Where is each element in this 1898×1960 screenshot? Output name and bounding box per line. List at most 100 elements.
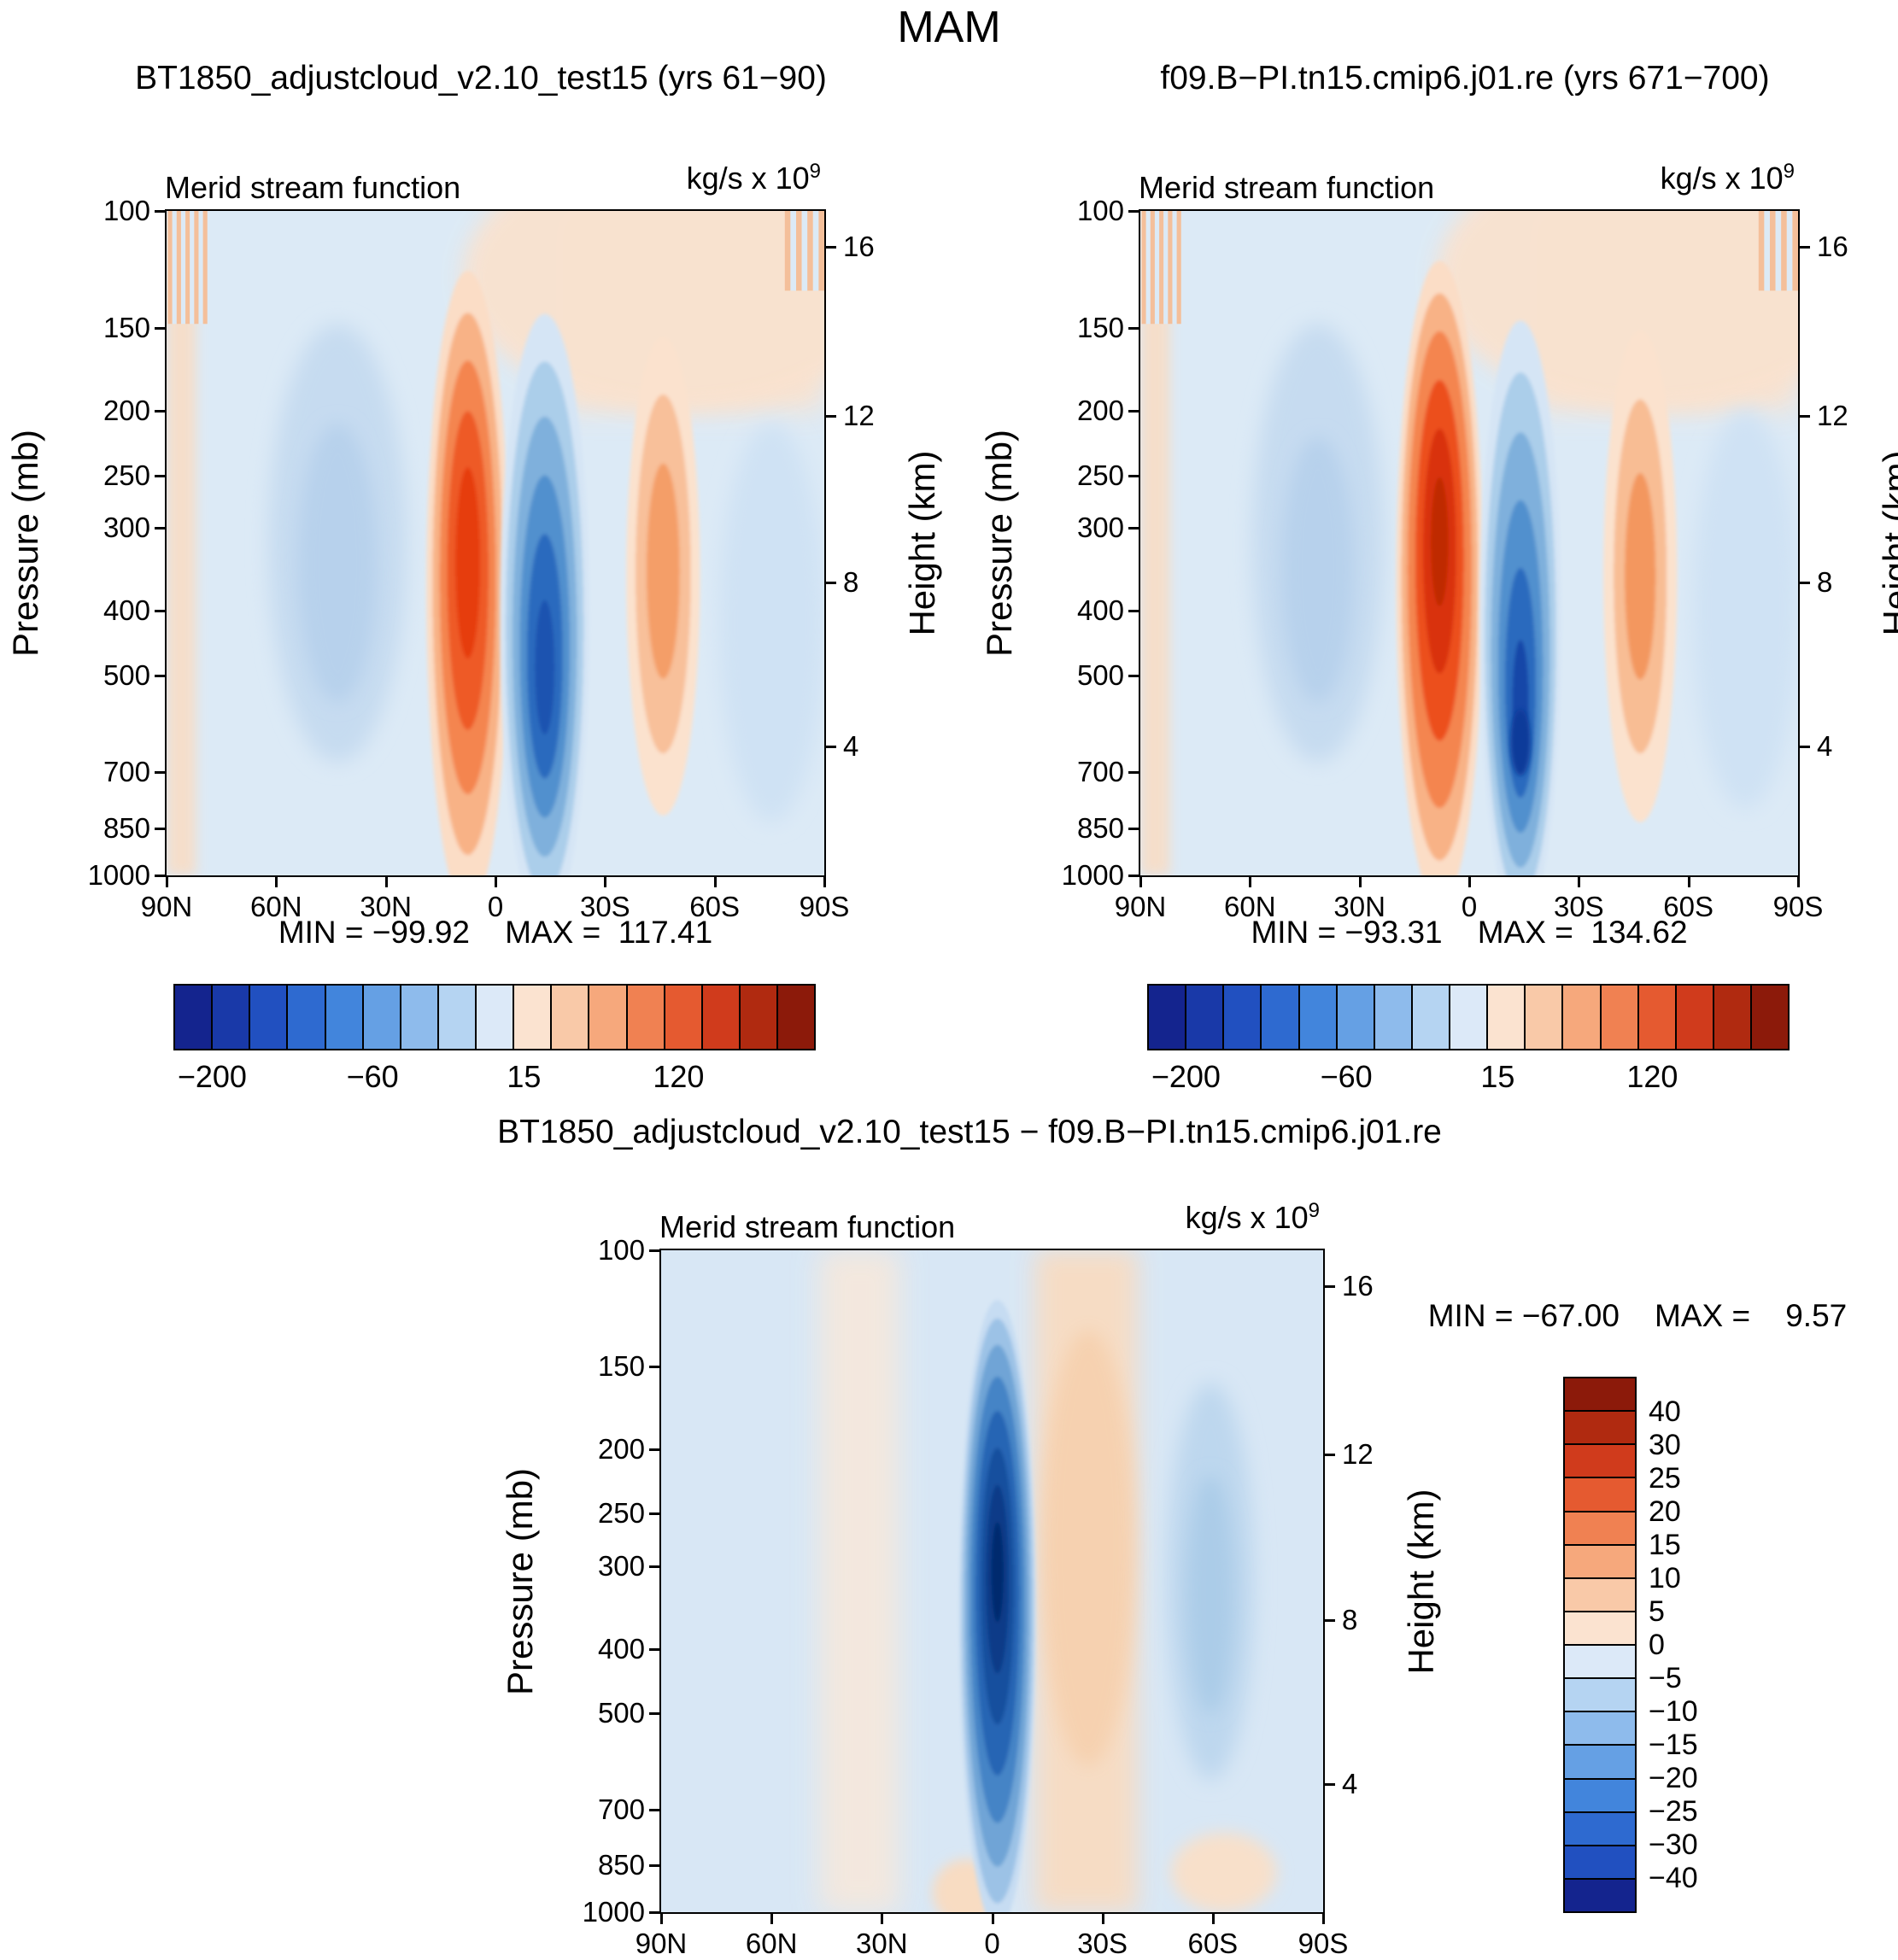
lat-tick-mark — [1468, 877, 1471, 887]
lat-tick-label: 90S — [1298, 1928, 1349, 1959]
diff-colorbar-segment — [1565, 1510, 1635, 1544]
contour-plot-area — [661, 1250, 1323, 1912]
diff-colorbar-tick-label: 25 — [1649, 1462, 1681, 1495]
contour-field-svg — [167, 211, 824, 875]
pressure-tick-mark — [155, 410, 165, 413]
pressure-tick-label: 500 — [597, 1696, 645, 1729]
lat-tick-label: 90N — [140, 891, 193, 922]
lat-tick-mark — [1101, 1914, 1104, 1924]
lat-tick-mark — [1687, 877, 1690, 887]
colorbar-segment — [1674, 986, 1713, 1049]
diff-colorbar-segment — [1565, 1543, 1635, 1577]
lat-tick-mark — [604, 877, 607, 887]
diff-colorbar-segment — [1565, 1711, 1635, 1745]
height-tick-mark — [826, 414, 836, 418]
pressure-tick-mark — [1128, 410, 1139, 413]
case-title-left: BT1850_adjustcloud_v2.10_test15 (yrs 61−… — [135, 60, 827, 97]
pressure-tick-label: 1000 — [582, 1896, 645, 1928]
colorbar-segment — [1599, 986, 1637, 1049]
lat-tick-mark — [1797, 877, 1800, 887]
pressure-tick-mark — [1128, 527, 1139, 530]
lat-tick-mark — [1249, 877, 1252, 887]
contour-panel-right: Merid stream function kg/s x 109 100 150 200… — [979, 160, 1898, 950]
main-title: MAM — [897, 3, 1001, 52]
plot-title: Merid stream function — [165, 170, 461, 205]
lat-tick-mark — [1211, 1914, 1215, 1924]
pressure-tick-mark — [155, 210, 165, 213]
lat-tick-mark — [1139, 877, 1142, 887]
lat-tick-mark — [384, 877, 388, 887]
colorbar-segment — [625, 986, 664, 1049]
pressure-tick-label: 250 — [1076, 459, 1124, 491]
diff-colorbar-segment — [1565, 1378, 1635, 1411]
height-tick-label: 16 — [1817, 231, 1848, 262]
diff-colorbar-segment — [1565, 1410, 1635, 1444]
pressure-tick-mark — [649, 1249, 659, 1252]
height-tick-mark — [1800, 246, 1810, 249]
diff-colorbar: 40 30 25 20 15 10 5 0 −5 −10 −15 −20 −25 −30 −40 — [1563, 1377, 1698, 1913]
pressure-tick-label: 700 — [597, 1793, 645, 1825]
height-tick-label: 4 — [1342, 1767, 1358, 1799]
case-title-right: f09.B−PI.tn15.cmip6.j01.re (yrs 671−700) — [1160, 60, 1770, 97]
diff-colorbar-tick-label: −20 — [1649, 1762, 1698, 1794]
lat-tick-label: 30N — [360, 891, 412, 922]
pressure-tick-label: 500 — [1076, 658, 1124, 691]
colorbar-segment — [663, 986, 701, 1049]
contour-field-svg — [661, 1250, 1323, 1912]
pressure-tick-label: 300 — [103, 512, 150, 544]
diff-colorbar-segment — [1565, 1844, 1635, 1878]
height-tick-label: 4 — [1817, 730, 1833, 763]
lat-tick-label: 0 — [487, 891, 504, 922]
pressure-tick-label: 500 — [103, 658, 150, 691]
height-tick-mark — [1800, 581, 1810, 584]
lat-tick-label: 60N — [250, 891, 302, 922]
pressure-tick-label: 1000 — [1061, 859, 1124, 891]
lat-tick-label: 90S — [1772, 891, 1824, 922]
height-tick-mark — [826, 746, 836, 749]
height-tick-label: 16 — [1342, 1269, 1374, 1302]
diff-colorbar-tick-label: −15 — [1649, 1729, 1698, 1761]
pressure-tick-mark — [155, 771, 165, 775]
diff-colorbar-segment — [1565, 1677, 1635, 1711]
pressure-tick-label: 250 — [597, 1497, 645, 1530]
lat-tick-mark — [770, 1914, 774, 1924]
lat-tick-label: 60N — [1224, 891, 1276, 922]
diff-colorbar-tick-label: 30 — [1649, 1429, 1681, 1461]
units-label: kg/s x 109 — [1186, 1199, 1320, 1236]
pressure-tick-mark — [155, 828, 165, 831]
pressure-tick-label: 850 — [1076, 812, 1124, 845]
colorbar-tick-label: 15 — [1480, 1059, 1515, 1094]
diff-colorbar-segment — [1565, 1577, 1635, 1611]
colorbar-segment — [1524, 986, 1562, 1049]
diff-colorbar-tick-label: 0 — [1649, 1629, 1665, 1661]
height-tick-mark — [1325, 1619, 1335, 1623]
lat-tick-mark — [1322, 1914, 1325, 1924]
colorbar-segment — [475, 986, 513, 1049]
diff-colorbar-tick-label: 15 — [1649, 1529, 1681, 1561]
colorbar-segment — [211, 986, 249, 1049]
pressure-axis-label: Pressure (mb) — [5, 429, 45, 658]
height-tick-label: 16 — [843, 231, 875, 262]
diff-colorbar-tick-label: 10 — [1649, 1562, 1681, 1594]
height-tick-label: 12 — [1342, 1437, 1374, 1470]
colorbar-segment — [286, 986, 325, 1049]
colorbar-segment — [513, 986, 551, 1049]
units-base: kg/s x 10 — [1660, 161, 1784, 196]
pressure-tick-label: 200 — [1076, 395, 1124, 427]
pressure-tick-mark — [1128, 828, 1139, 831]
colorbar-segment — [1712, 986, 1750, 1049]
pressure-tick-mark — [155, 875, 165, 877]
colorbar-segment — [1335, 986, 1374, 1049]
units-base: kg/s x 10 — [686, 161, 810, 196]
lat-tick-mark — [660, 1914, 663, 1924]
pressure-tick-mark — [1128, 875, 1139, 877]
pressure-tick-label: 100 — [597, 1234, 645, 1266]
pressure-tick-label: 850 — [103, 812, 150, 845]
height-tick-label: 4 — [843, 730, 859, 763]
colorbar-segment — [738, 986, 776, 1049]
pressure-tick-mark — [649, 1448, 659, 1452]
lat-tick-label: 60S — [689, 891, 741, 922]
pressure-tick-mark — [649, 1512, 659, 1516]
pressure-tick-mark — [1128, 326, 1139, 330]
